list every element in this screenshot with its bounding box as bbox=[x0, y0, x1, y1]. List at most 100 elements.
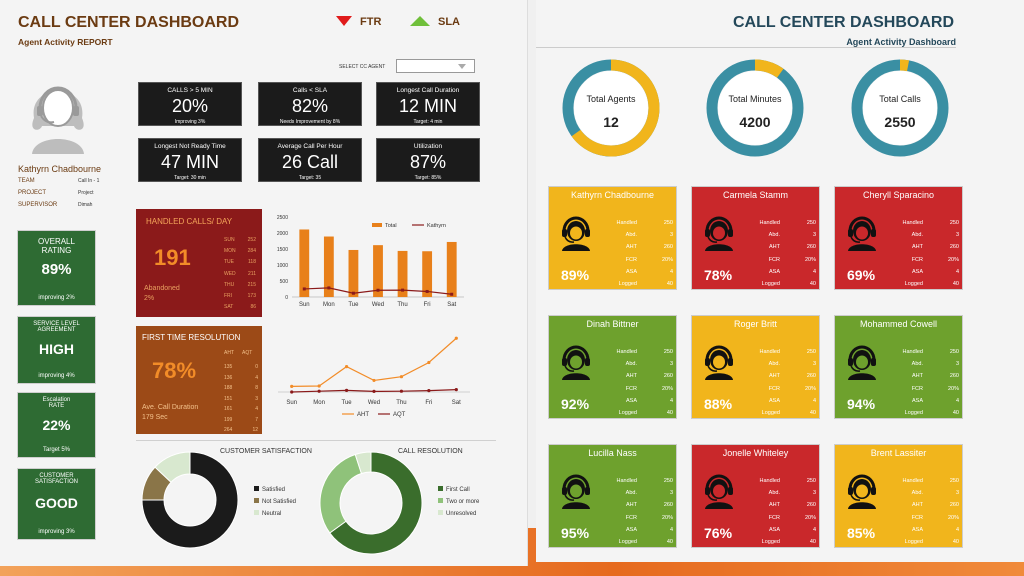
stat-row: Handled 250 bbox=[895, 475, 960, 487]
stat-label: Abd. bbox=[625, 361, 637, 368]
stat-value: 20% bbox=[661, 385, 673, 392]
stat-label: AHT bbox=[912, 244, 923, 251]
info-supervisor-label: SUPERVISOR bbox=[18, 202, 58, 208]
stat-value: 4 bbox=[955, 397, 959, 404]
stat-value: 20% bbox=[947, 514, 959, 521]
agent-card[interactable]: Carmela Stamm Handled 250 Abd. 3 AHT 260 FCR 20%… bbox=[691, 186, 820, 290]
stat-value: 3 bbox=[669, 490, 673, 497]
dashboard-title: CALL CENTER DASHBOARD bbox=[732, 14, 954, 31]
stat-label: Logged bbox=[761, 410, 780, 417]
agent-card[interactable]: Kathyrn Chadbourne Handled 250 Abd. 3 AHT 260 F… bbox=[548, 186, 677, 290]
agent-score: 76% bbox=[704, 525, 733, 541]
y-tick-label: 2500 bbox=[277, 215, 288, 221]
stat-label: ASA bbox=[625, 526, 637, 533]
stat-row: Abd. 3 bbox=[609, 229, 673, 241]
stat-row: AHT 260 bbox=[752, 241, 816, 253]
x-tick-label: Fri bbox=[425, 400, 432, 406]
stat-row: Logged 40 bbox=[609, 278, 673, 290]
stat-value: 260 bbox=[949, 502, 959, 509]
agent-dashboard-panel: CALL CENTER DASHBOARD Agent Activity Das… bbox=[536, 0, 1024, 562]
bar bbox=[299, 229, 310, 297]
agent-card[interactable]: Roger Britt Handled 250 Abd. 3 AHT 260 FCR 20% AS… bbox=[691, 315, 820, 419]
legend-label: First Call bbox=[446, 487, 470, 493]
aqt-header: AQT bbox=[242, 350, 253, 356]
agent-stats: Handled 250 Abd. 3 AHT 260 FCR 20% ASA 4 Logged 40 bbox=[895, 346, 960, 419]
agent-score: 92% bbox=[561, 396, 590, 412]
total-minutes-value: 4200 bbox=[739, 114, 771, 130]
kpi-note: Needs Improvement by 8% bbox=[279, 119, 341, 125]
stat-label: AHT bbox=[769, 373, 780, 380]
agent-select-dropdown[interactable] bbox=[396, 59, 475, 73]
stat-row: FCR 20% bbox=[609, 512, 673, 524]
stat-label: ASA bbox=[911, 526, 923, 533]
stat-row: ASA 4 bbox=[895, 395, 959, 407]
kpi-tile: Longest Not Ready Time 47 MIN Target: 30 m… bbox=[138, 138, 242, 182]
agent-card[interactable]: Cheryll Sparacino Handled 250 Abd. 3 AHT 260 FC… bbox=[834, 186, 963, 290]
kpi-tile: Longest Call Duration 12 MIN Target: 4 min bbox=[376, 82, 480, 126]
line-point bbox=[454, 388, 458, 392]
day-row: MON 284 bbox=[224, 246, 256, 257]
stat-value: 20% bbox=[661, 256, 673, 263]
acd-label: Ave. Call Duration bbox=[142, 404, 199, 411]
pie-slice bbox=[354, 451, 372, 475]
kpi-tile: Utilization 87% Target: 85% bbox=[376, 138, 480, 182]
legend-label: Two or more bbox=[446, 499, 480, 505]
stat-label: Abd. bbox=[768, 361, 780, 368]
aqt-cell: 7 bbox=[255, 416, 258, 423]
stat-value: 250 bbox=[949, 478, 959, 484]
agent-card-name: Lucilla Nass bbox=[588, 448, 637, 458]
agent-card[interactable]: Brent Lassiter Handled 250 Abd. 3 AHT 260 FCR 20… bbox=[834, 444, 963, 548]
handled-calls-chart: 2500 2000 1500 1000 500 0 Sun Mon Tue Wed Thu Fri Sa… bbox=[277, 215, 464, 308]
line-point bbox=[317, 389, 321, 393]
kpi-value: 82% bbox=[291, 96, 329, 116]
stat-value: 3 bbox=[955, 232, 959, 239]
info-team-label: TEAM bbox=[18, 178, 35, 184]
stat-value: 260 bbox=[663, 244, 673, 251]
agent-card[interactable]: Dinah Bittner Handled 250 Abd. 3 AHT 260 FCR 20%… bbox=[548, 315, 677, 419]
agent-card[interactable]: Lucilla Nass Handled 250 Abd. 3 AHT 260 FCR 20% A… bbox=[548, 444, 677, 548]
stat-value: 40 bbox=[666, 539, 673, 546]
x-tick-label: Thu bbox=[396, 400, 406, 406]
stat-row: AHT 260 bbox=[609, 370, 673, 382]
tile-note: Target 5% bbox=[42, 447, 70, 453]
kpi-tile: Calls < SLA 82% Needs Improvement by 8% bbox=[258, 82, 362, 126]
agent-card-name: Roger Britt bbox=[733, 319, 777, 329]
stat-label: Handled bbox=[759, 349, 781, 355]
aqt-cell: 4 bbox=[255, 374, 258, 381]
stat-value: 250 bbox=[949, 349, 959, 355]
stat-value: 250 bbox=[806, 220, 816, 226]
kpi-label: Longest Call Duration bbox=[396, 87, 460, 94]
line-point bbox=[290, 384, 294, 388]
aht-cell: 188 bbox=[224, 385, 233, 391]
stat-row: Logged 40 bbox=[752, 536, 816, 548]
x-tick-label: Mon bbox=[313, 400, 325, 406]
stat-row: AHT 260 bbox=[895, 370, 959, 382]
agent-avatar-icon bbox=[32, 86, 84, 154]
stat-label: ASA bbox=[768, 397, 780, 404]
ring-fill bbox=[562, 59, 660, 157]
stat-value: 4 bbox=[955, 268, 959, 275]
stat-row: Handled 250 bbox=[895, 217, 960, 229]
tile-value: 89% bbox=[41, 261, 72, 278]
kpi-value: 87% bbox=[409, 152, 447, 172]
agent-card[interactable]: Jonelle Whiteley Handled 250 Abd. 3 AHT 260 FCR… bbox=[691, 444, 820, 548]
day-value: 173 bbox=[247, 293, 256, 300]
abandoned-label: Abandoned bbox=[144, 285, 180, 292]
ftr-row: 188 8 bbox=[224, 383, 258, 394]
agent-card[interactable]: Mohammed Cowell Handled 250 Abd. 3 AHT 260 FCR 2… bbox=[834, 315, 963, 419]
legend-label: Kathyrn bbox=[427, 223, 446, 229]
kpi-note: Target: 35 bbox=[298, 175, 322, 181]
legend-swatch bbox=[372, 223, 382, 227]
stat-row: Logged 40 bbox=[609, 407, 673, 419]
stat-row: FCR 20% bbox=[609, 383, 673, 395]
stat-label: Logged bbox=[618, 539, 637, 546]
agent-headset-icon bbox=[562, 474, 590, 509]
resolution-trend-chart: Sun Mon Tue Wed Thu Fri Sat AHT AQT bbox=[278, 336, 470, 418]
kpi-label: Utilization bbox=[413, 143, 443, 150]
report-title: CALL CENTER DASHBOARD bbox=[18, 14, 240, 31]
ftr-row: 135 0 bbox=[224, 362, 258, 373]
sla-tile: SERVICE LEVEL AGREEMENT HIGH improving 4% bbox=[17, 316, 96, 384]
day-row: SAT 86 bbox=[224, 302, 256, 313]
stat-label: Handled bbox=[616, 478, 638, 484]
aht-cell: 264 bbox=[224, 427, 233, 433]
